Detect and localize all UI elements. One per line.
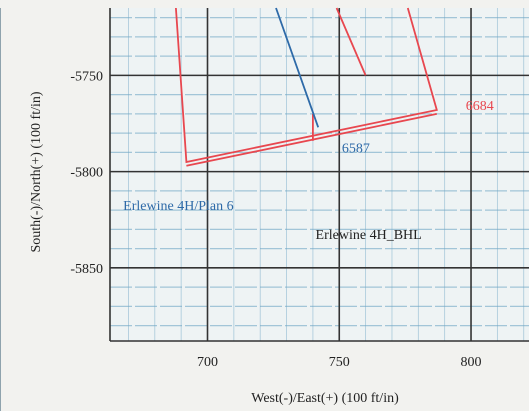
major-grid <box>109 8 529 342</box>
x-tick-label: 800 <box>461 355 482 370</box>
y-tick-label: -5750 <box>70 69 103 84</box>
y-axis-title: South(-)/North(+) (100 ft/in) <box>29 91 44 252</box>
tick-labels: 700750800850-5750-5800-5850 <box>70 69 482 370</box>
annotation-label: 6587 <box>342 141 370 156</box>
annotation-label: Erlewine 4H_BHL <box>316 228 422 243</box>
x-axis-title: West(-)/East(+) (100 ft/in) <box>251 391 399 406</box>
plot-background <box>110 8 529 341</box>
series-line-3 <box>335 7 367 76</box>
minor-grid <box>110 8 529 341</box>
x-tick-label: 700 <box>197 355 218 370</box>
series-line-0 <box>175 7 438 164</box>
y-tick-label: -5800 <box>70 166 103 181</box>
x-tick-label: 750 <box>329 355 350 370</box>
annotation-label: 6684 <box>466 99 494 114</box>
series-line-1 <box>186 113 437 167</box>
annotation-label: Erlewine 4H/Plan 6 <box>123 199 233 214</box>
y-tick-label: -5850 <box>70 262 103 277</box>
series-line-4 <box>275 7 320 128</box>
annotations: 6684 6587 Erlewine 4H/Plan 6 Erlewine 4H_BH… <box>123 99 494 243</box>
series-layer <box>175 7 438 167</box>
